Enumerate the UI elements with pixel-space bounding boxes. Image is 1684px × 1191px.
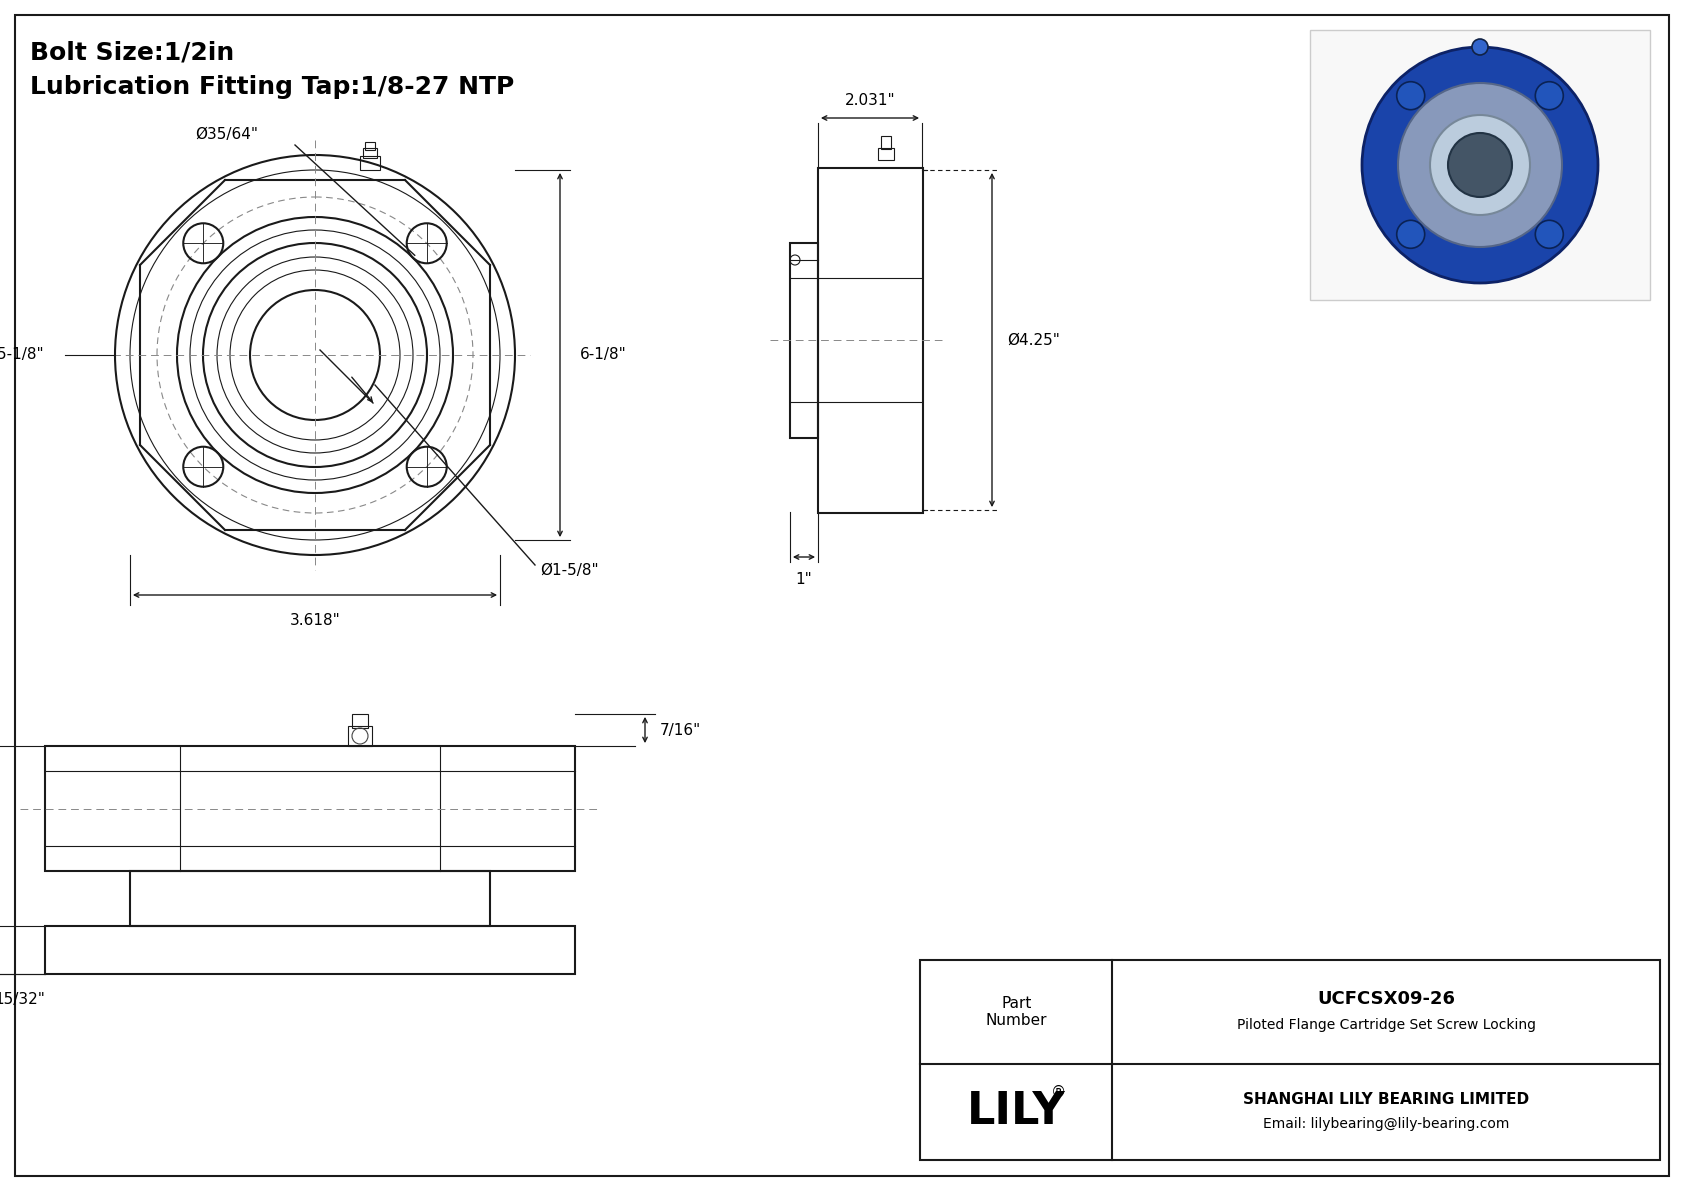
Text: 15/32": 15/32": [0, 992, 45, 1008]
Text: 1": 1": [795, 572, 812, 587]
Bar: [365, 142, 376, 150]
Bar: [45, 746, 574, 871]
Circle shape: [1472, 39, 1489, 55]
Bar: [130, 871, 490, 925]
Text: 6-1/8": 6-1/8": [579, 348, 626, 362]
Text: Bolt Size:1/2in: Bolt Size:1/2in: [30, 40, 234, 64]
Text: 2.031": 2.031": [845, 93, 896, 108]
Bar: [349, 727, 372, 746]
Bar: [352, 713, 369, 728]
Bar: [364, 148, 377, 158]
Text: Ø5-1/8": Ø5-1/8": [0, 348, 44, 362]
Bar: [881, 136, 891, 149]
Text: 7/16": 7/16": [660, 723, 701, 737]
Circle shape: [1448, 133, 1512, 197]
Circle shape: [1430, 116, 1531, 216]
Text: Email: lilybearing@lily-bearing.com: Email: lilybearing@lily-bearing.com: [1263, 1117, 1509, 1131]
Circle shape: [1396, 220, 1425, 248]
Text: Ø35/64": Ø35/64": [195, 127, 258, 143]
Circle shape: [1536, 220, 1563, 248]
Text: SHANGHAI LILY BEARING LIMITED: SHANGHAI LILY BEARING LIMITED: [1243, 1092, 1529, 1108]
Bar: [1310, 30, 1650, 300]
Bar: [45, 925, 574, 974]
Text: ®: ®: [1051, 1085, 1066, 1099]
Text: LILY: LILY: [967, 1091, 1066, 1134]
Bar: [790, 243, 818, 438]
Text: Lubrication Fitting Tap:1/8-27 NTP: Lubrication Fitting Tap:1/8-27 NTP: [30, 75, 514, 99]
Circle shape: [1396, 82, 1425, 110]
Bar: [919, 960, 1660, 1160]
Bar: [818, 168, 923, 513]
Text: Piloted Flange Cartridge Set Screw Locking: Piloted Flange Cartridge Set Screw Locki…: [1236, 1018, 1536, 1031]
Circle shape: [1398, 83, 1563, 247]
Text: Part
Number: Part Number: [985, 996, 1047, 1028]
Text: UCFCSX09-26: UCFCSX09-26: [1317, 990, 1455, 1008]
Bar: [879, 148, 894, 160]
Text: 3.618": 3.618": [290, 613, 340, 628]
Text: Ø1-5/8": Ø1-5/8": [541, 562, 598, 578]
Circle shape: [1362, 46, 1598, 283]
Bar: [360, 156, 381, 170]
Circle shape: [1536, 82, 1563, 110]
Text: Ø4.25": Ø4.25": [1007, 332, 1059, 348]
